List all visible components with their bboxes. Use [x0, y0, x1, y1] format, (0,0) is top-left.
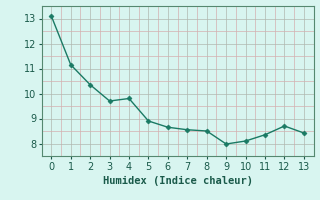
- X-axis label: Humidex (Indice chaleur): Humidex (Indice chaleur): [103, 176, 252, 186]
